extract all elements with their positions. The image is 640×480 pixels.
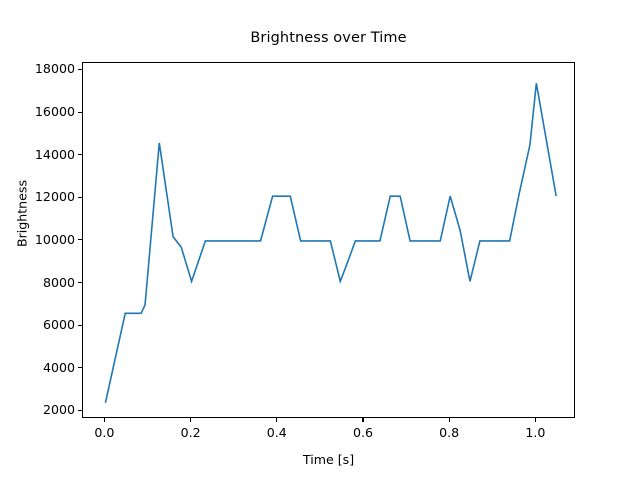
- y-tick-label: 14000: [34, 146, 75, 162]
- data-series-brightness: [104, 83, 557, 403]
- y-tick-label: 4000: [42, 359, 75, 375]
- line-chart-svg: [104, 83, 557, 403]
- x-tick-mark: [103, 418, 105, 422]
- x-tick-mark: [362, 418, 364, 422]
- y-tick-label: 16000: [34, 104, 75, 120]
- plot-area: [82, 62, 575, 418]
- x-tick-label: 0.2: [180, 425, 201, 440]
- x-tick-mark: [534, 418, 536, 422]
- x-tick-label: 0.6: [352, 425, 373, 440]
- y-tick-label: 2000: [42, 402, 75, 418]
- y-tick-mark: [78, 367, 82, 369]
- y-tick-label: 6000: [42, 317, 75, 333]
- x-tick-mark: [448, 418, 450, 422]
- x-tick-label: 0.0: [94, 425, 115, 440]
- y-tick-mark: [78, 282, 82, 284]
- x-tick-label: 0.4: [266, 425, 287, 440]
- y-tick-label: 12000: [34, 189, 75, 205]
- y-tick-mark: [78, 409, 82, 411]
- y-tick-mark: [78, 196, 82, 198]
- y-tick-mark: [78, 68, 82, 71]
- x-tick-mark: [190, 418, 192, 422]
- y-tick-label: 10000: [34, 231, 75, 247]
- y-tick-mark: [78, 239, 82, 241]
- x-tick-mark: [276, 418, 278, 422]
- y-tick-mark: [78, 154, 82, 156]
- y-tick-label: 18000: [34, 61, 75, 77]
- chart-title: Brightness over Time: [250, 30, 407, 46]
- x-tick-label: 0.8: [439, 425, 460, 440]
- y-tick-mark: [78, 111, 82, 113]
- x-axis-label: Time [s]: [302, 452, 355, 467]
- y-tick-label: 8000: [42, 274, 75, 290]
- x-tick-label: 1.0: [525, 425, 546, 440]
- y-tick-mark: [78, 324, 82, 326]
